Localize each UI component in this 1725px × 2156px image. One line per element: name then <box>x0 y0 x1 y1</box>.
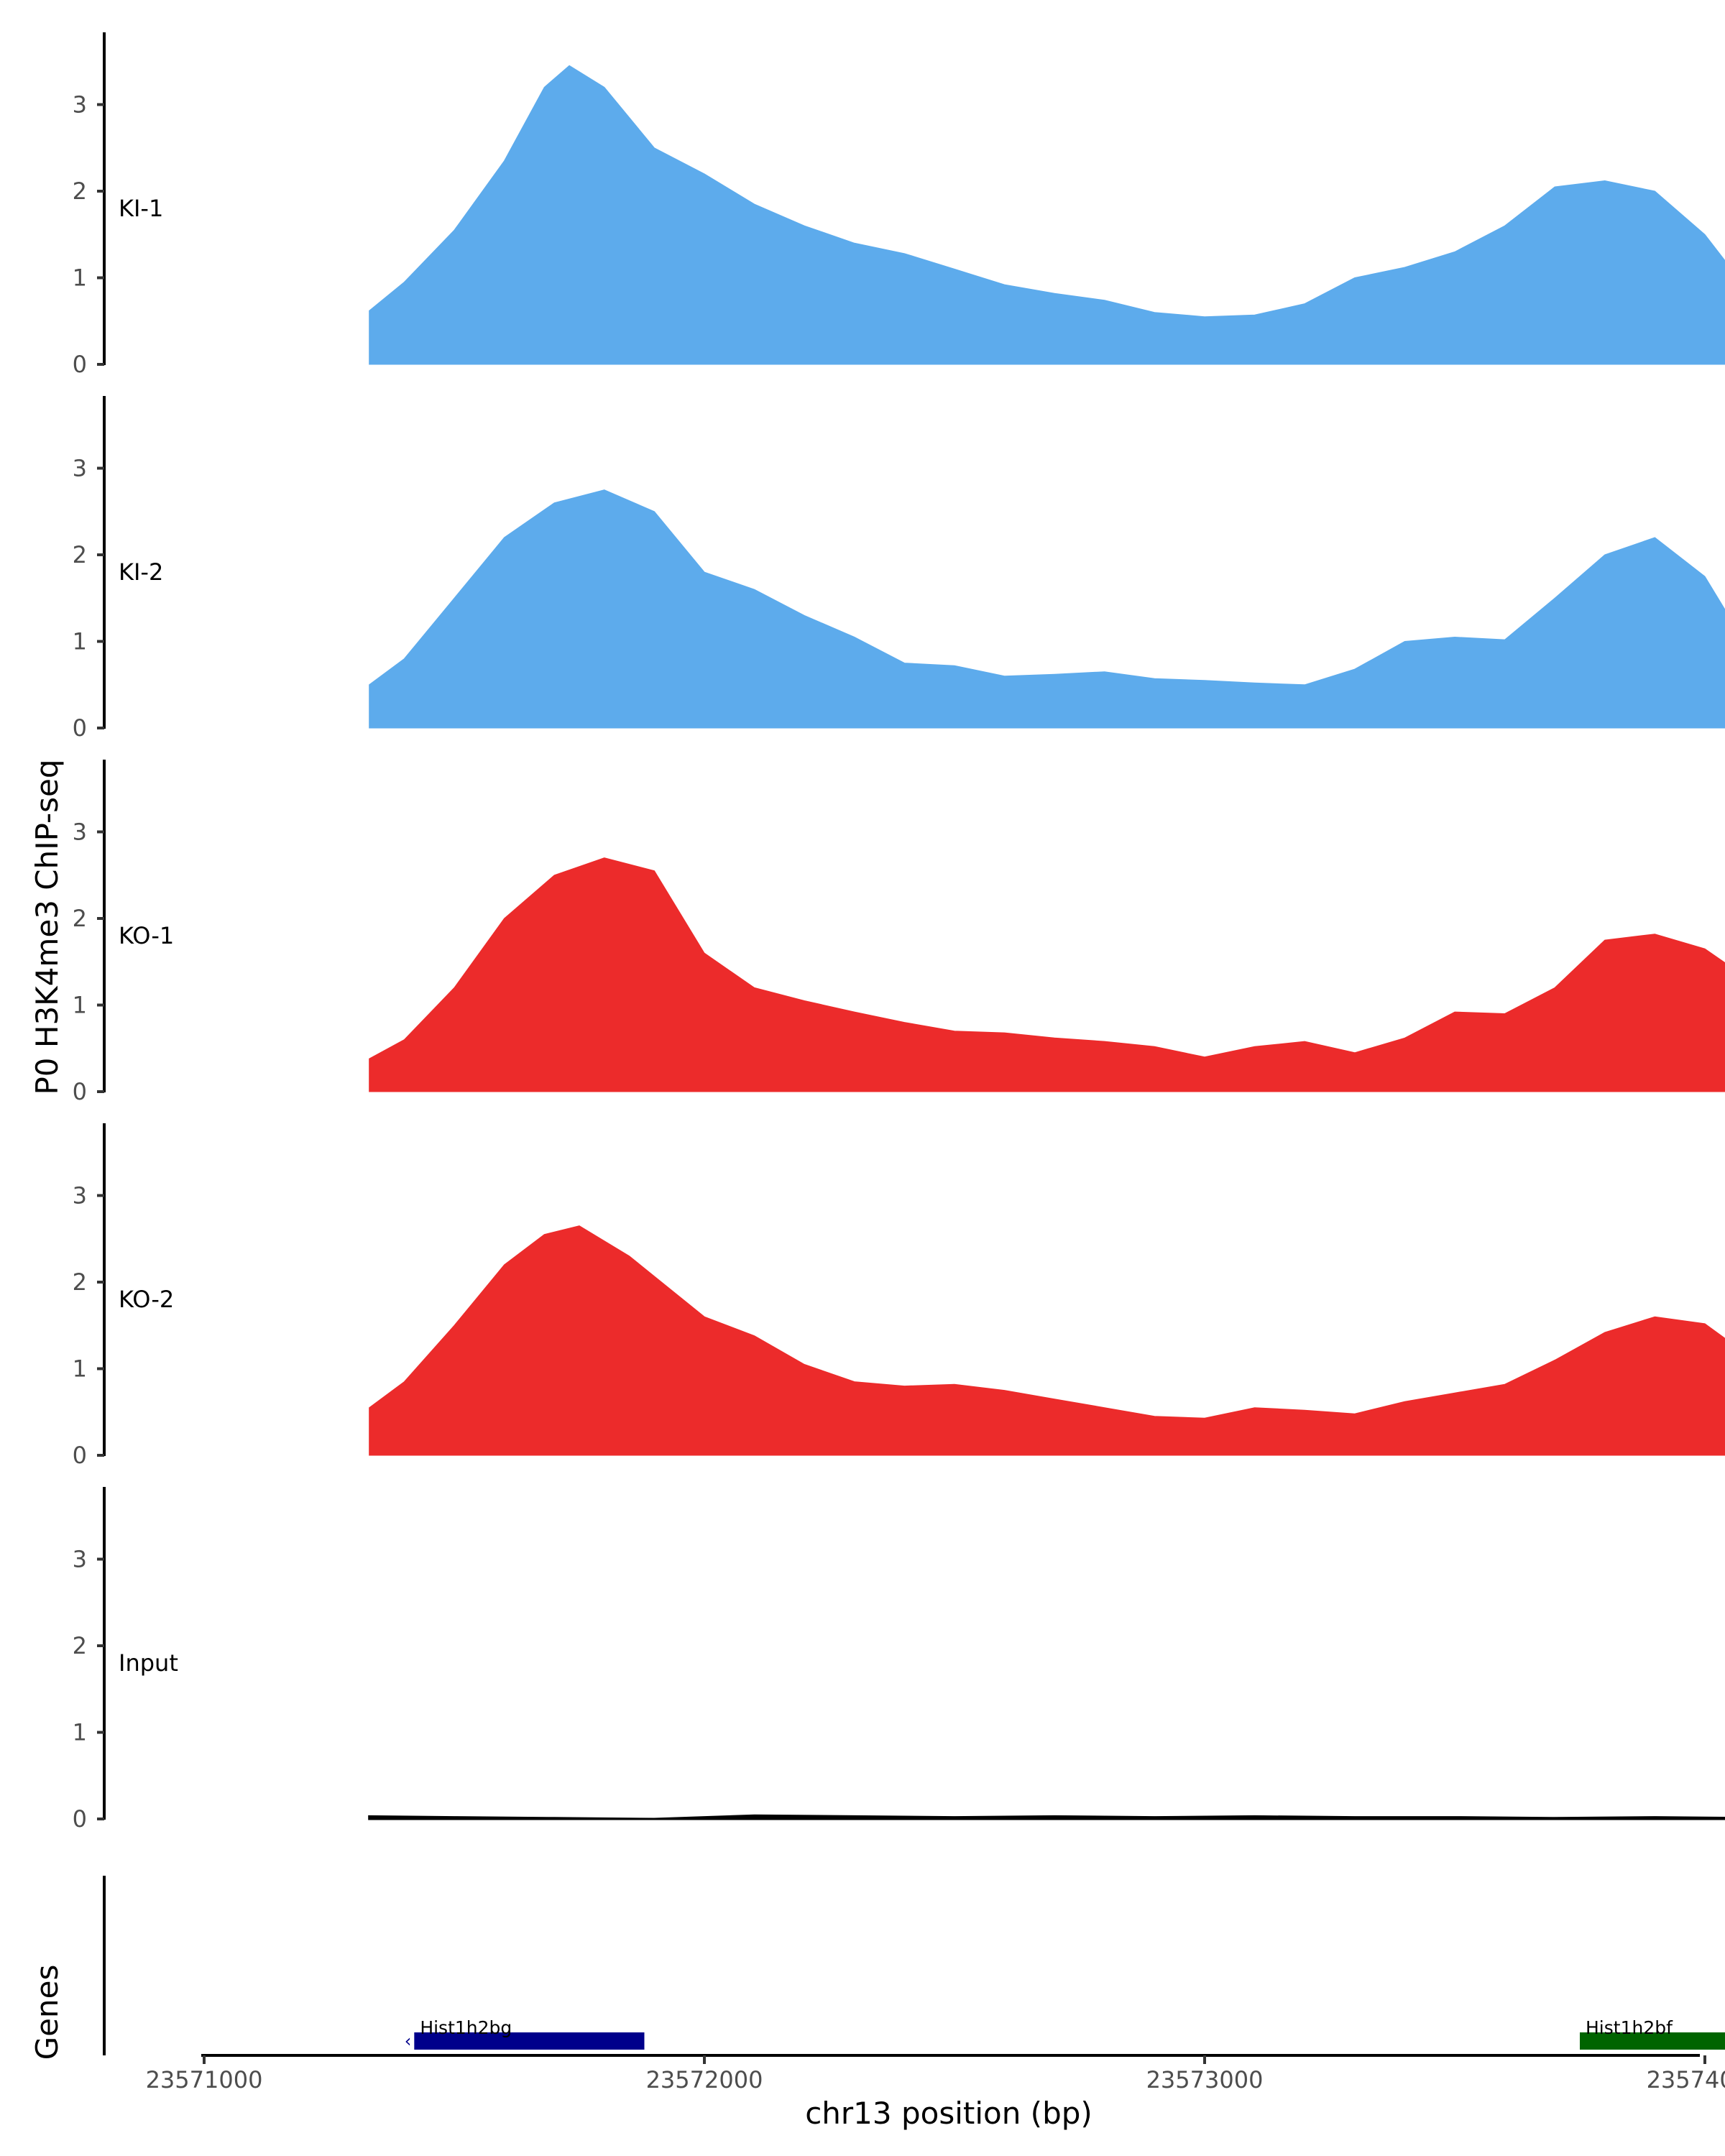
y-tick-label: 0 <box>73 1805 87 1833</box>
gene-label: Hist1h2bf <box>1586 2017 1673 2038</box>
gene-label: Hist1h2bg <box>420 2017 512 2038</box>
track-label: KI-2 <box>119 558 163 586</box>
x-axis: 2357100023572000235730002357400023575000… <box>146 2054 1725 2093</box>
coverage-area-input <box>368 1814 1725 1820</box>
y-tick-label: 1 <box>73 628 87 655</box>
y-tick-label: 2 <box>73 541 87 568</box>
y-tick-label: 0 <box>73 714 87 742</box>
track-label: KO-2 <box>119 1286 174 1313</box>
track-ki-2: 0 1 2 3 KI-2 <box>73 396 1725 742</box>
coverage-area-ko-2 <box>369 1225 1725 1456</box>
track-label: Input <box>119 1649 178 1677</box>
x-tick-label: 23572000 <box>646 2066 763 2093</box>
coverage-area-ki-2 <box>369 489 1725 729</box>
x-tick-label: 23574000 <box>1647 2066 1725 2093</box>
x-tick-label: 23571000 <box>146 2066 263 2093</box>
y-tick-label: 2 <box>73 1632 87 1659</box>
y-tick-label: 0 <box>73 1442 87 1469</box>
x-axis-title: chr13 position (bp) <box>805 2096 1092 2131</box>
track-input: 0 1 2 3 Input <box>73 1487 1725 1833</box>
gene-hist1h2bg: ‹ Hist1h2bg <box>405 2017 645 2051</box>
track-ko-1: 0 1 2 3 KO-1 <box>73 760 1725 1105</box>
track-label: KI-1 <box>119 195 163 222</box>
y-tick-label: 3 <box>73 819 87 846</box>
y-tick-label: 1 <box>73 1355 87 1383</box>
coverage-area-ko-1 <box>369 857 1725 1092</box>
coverage-area-ki-1 <box>369 65 1725 365</box>
y-tick-label: 3 <box>73 1182 87 1210</box>
gene-body <box>414 2032 645 2050</box>
y-tick-label: 0 <box>73 351 87 378</box>
track-ki-1: 0 1 2 3 KI-1 <box>73 32 1725 378</box>
y-tick-label: 1 <box>73 1719 87 1746</box>
y-axis-title: P0 H3K4me3 ChIP-seq <box>29 759 65 1095</box>
gene-body <box>1580 2032 1725 2050</box>
y-tick-label: 3 <box>73 455 87 482</box>
y-tick-label: 2 <box>73 905 87 932</box>
x-tick-label: 23573000 <box>1146 2066 1264 2093</box>
y-tick-label: 1 <box>73 992 87 1019</box>
gene-annotation-panel: ‹Hist1h2bg›Hist1h2bf‹Hist1h2ad‹Hist1h3d <box>103 1876 1725 2055</box>
strand-arrow-icon: ‹ <box>405 2031 412 2051</box>
y-tick-label: 0 <box>73 1078 87 1105</box>
coverage-tracks: 0 1 2 3 KI-1 0 1 2 3 KI-2 0 1 2 3 KO-1 0 1 2 3 KO-2 0 1 2 3 Inpu… <box>73 32 1725 1833</box>
y-tick-label: 2 <box>73 1268 87 1296</box>
y-tick-label: 1 <box>73 264 87 292</box>
y-tick-label: 3 <box>73 1546 87 1573</box>
gene-hist1h2bf: ›Hist1h2bf <box>1580 2017 1725 2050</box>
y-tick-label: 2 <box>73 178 87 205</box>
y-tick-label: 3 <box>73 91 87 119</box>
track-label: KO-1 <box>119 922 174 949</box>
track-ko-2: 0 1 2 3 KO-2 <box>73 1123 1725 1469</box>
genes-axis-title: Genes <box>29 1965 65 2060</box>
